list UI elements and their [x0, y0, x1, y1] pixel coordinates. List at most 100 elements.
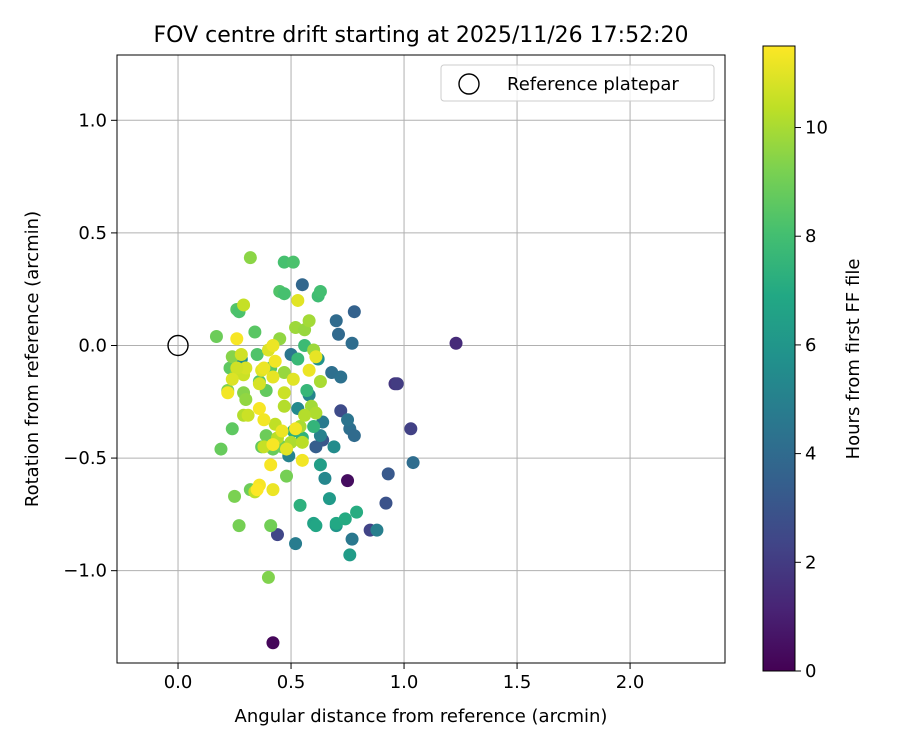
scatter-point [302, 363, 316, 377]
scatter-point [379, 496, 393, 510]
scatter-point [313, 429, 327, 443]
scatter-point [225, 372, 239, 386]
scatter-point [322, 492, 336, 506]
legend-box [440, 64, 715, 102]
scatter-point [390, 377, 404, 391]
plot-frame [116, 54, 726, 664]
scatter-point [264, 519, 278, 533]
y-axis-label: Rotation from reference (arcmin) [22, 211, 43, 507]
scatter-point [289, 537, 303, 551]
scatter-point [234, 347, 248, 361]
scatter-point [243, 251, 257, 265]
scatter-point [313, 375, 327, 389]
scatter-point [295, 453, 309, 467]
scatter-point [343, 548, 357, 562]
scatter-point [347, 305, 361, 319]
scatter-point [266, 338, 280, 352]
scatter-point [277, 399, 291, 413]
scatter-point [300, 384, 314, 398]
colorbar-tick-label: 10 [805, 118, 828, 139]
scatter-point [291, 293, 305, 307]
scatter-point [259, 429, 273, 443]
scatter-point [257, 413, 271, 427]
scatter-point [295, 278, 309, 292]
scatter-point [449, 336, 463, 350]
y-tick-label: 1.0 [78, 110, 107, 131]
x-tick-label: 1.0 [390, 672, 419, 693]
scatter-point [309, 519, 323, 533]
scatter-point [341, 413, 355, 427]
scatter-point [230, 332, 244, 346]
scatter-point [329, 314, 343, 328]
scatter-point [266, 636, 280, 650]
scatter-point [209, 329, 223, 343]
colorbar-label: Hours from first FF file [843, 259, 864, 460]
y-axis-ticks: −1.0 −0.5 0.0 0.5 1.0 [63, 110, 117, 582]
scatter-point [221, 386, 235, 400]
scatter-point [248, 325, 262, 339]
scatter-point [302, 314, 316, 328]
scatter-point [264, 458, 278, 472]
x-tick-label: 0.5 [277, 672, 306, 693]
scatter-point [241, 408, 255, 422]
colorbar-ticks: 0 2 4 6 8 10 [795, 118, 828, 682]
scatter-point [286, 372, 300, 386]
scatter-point [345, 532, 359, 546]
scatter-point [307, 420, 321, 434]
scatter-point [295, 435, 309, 449]
scatter-point [268, 354, 282, 368]
scatter-point [381, 467, 395, 481]
colorbar [762, 45, 796, 672]
legend-label: Reference platepar [507, 74, 679, 95]
scatter-point [239, 393, 253, 407]
scatter-point [293, 498, 307, 512]
scatter-point [237, 298, 251, 312]
reference-marker-icon [458, 73, 480, 95]
scatter-point [309, 406, 323, 420]
x-axis-label: Angular distance from reference (arcmin) [235, 706, 608, 727]
scatter-point [370, 523, 384, 537]
chart-title: FOV centre drift starting at 2025/11/26 … [154, 23, 689, 48]
x-tick-label: 1.5 [503, 672, 532, 693]
scatter-point [266, 370, 280, 384]
grid-lines [117, 55, 725, 663]
scatter-point [345, 336, 359, 350]
scatter-point [225, 422, 239, 436]
scatter-point [266, 483, 280, 497]
scatter-point [230, 361, 244, 375]
data-points [167, 251, 463, 650]
scatter-point [313, 458, 327, 472]
scatter-point [309, 350, 323, 364]
scatter-point [332, 327, 346, 341]
x-tick-label: 2.0 [616, 672, 645, 693]
colorbar-tick-label: 2 [805, 552, 816, 573]
scatter-point [318, 471, 332, 485]
scatter-point [291, 352, 305, 366]
scatter-point [277, 255, 291, 269]
scatter-point [280, 469, 294, 483]
y-tick-label: 0.5 [78, 223, 107, 244]
y-tick-label: −1.0 [63, 561, 107, 582]
x-axis-ticks: 0.0 0.5 1.0 1.5 2.0 [164, 663, 645, 693]
scatter-point [347, 429, 361, 443]
scatter-point [327, 440, 341, 454]
scatter-point [334, 404, 348, 418]
scatter-point [214, 442, 228, 456]
scatter-point [277, 287, 291, 301]
y-tick-label: −0.5 [63, 448, 107, 469]
y-tick-label: 0.0 [78, 335, 107, 356]
scatter-point [275, 424, 289, 438]
colorbar-tick-label: 8 [805, 226, 816, 247]
scatter-point [250, 347, 264, 361]
scatter-point [404, 422, 418, 436]
scatter-point [338, 512, 352, 526]
scatter-point [350, 505, 364, 519]
scatter-point [257, 361, 271, 375]
scatter-point [280, 442, 294, 456]
legend: Reference platepar [440, 64, 715, 102]
scatter-point [341, 474, 355, 488]
scatter-point [252, 377, 266, 391]
scatter-point [250, 483, 264, 497]
scatter-point [277, 386, 291, 400]
